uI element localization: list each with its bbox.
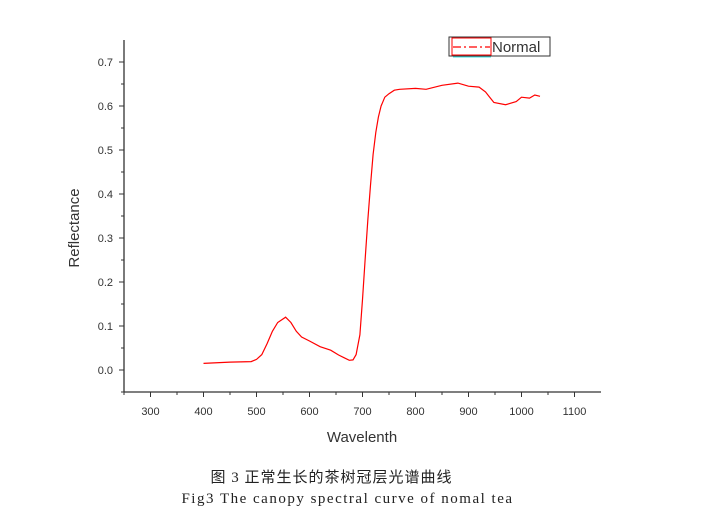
legend-label-normal: Normal xyxy=(492,39,540,56)
x-tick-label: 1000 xyxy=(509,406,533,418)
x-tick-label: 800 xyxy=(406,406,424,418)
legend: Normal xyxy=(448,36,551,58)
series-line-normal xyxy=(203,82,541,364)
y-tick-label: 0.1 xyxy=(98,321,113,333)
y-tick-label: 0.2 xyxy=(98,277,113,289)
x-tick-label: 500 xyxy=(247,406,265,418)
x-tick-label: 300 xyxy=(141,406,159,418)
y-tick-label: 0.4 xyxy=(98,189,113,201)
axes xyxy=(123,40,601,393)
x-tick-label: 600 xyxy=(300,406,318,418)
y-axis-label: Reflectance xyxy=(66,188,83,267)
y-tick-label: 0.0 xyxy=(98,365,113,377)
x-tick-label: 700 xyxy=(353,406,371,418)
y-tick-label: 0.3 xyxy=(98,233,113,245)
y-tick-label: 0.7 xyxy=(98,57,113,69)
x-tick-label: 900 xyxy=(459,406,477,418)
ticks: 300 400 500 600 700 800 900 1000 1100 0.0 0.1 0.2 0.… xyxy=(98,57,587,418)
y-tick-label: 0.6 xyxy=(98,101,113,113)
legend-box xyxy=(448,36,551,57)
legend-symbol-box xyxy=(451,37,492,56)
x-axis-label: Wavelenth xyxy=(327,429,397,446)
x-tick-label: 1100 xyxy=(563,406,587,418)
figure-caption-chinese: 图 3 正常生长的茶树冠层光谱曲线 xyxy=(210,470,453,486)
y-tick-label: 0.5 xyxy=(98,145,113,157)
figure-caption-english: Fig3 The canopy spectral curve of nomal … xyxy=(181,491,514,507)
x-tick-label: 400 xyxy=(194,406,212,418)
